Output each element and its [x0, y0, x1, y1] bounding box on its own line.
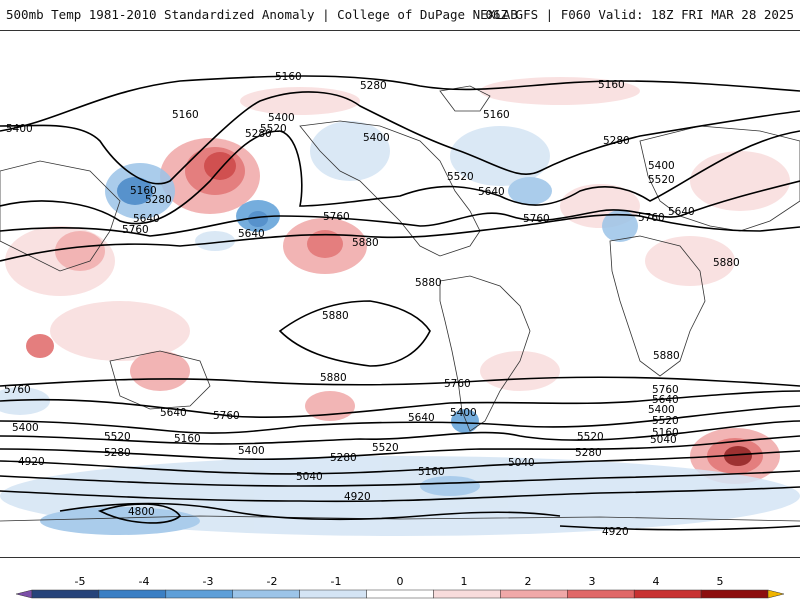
colorbar-segment [700, 589, 769, 599]
contour-label: 5880 [352, 237, 379, 249]
contour-label: 5640 [478, 186, 505, 198]
colorbar-segment [633, 589, 702, 599]
colorbar-tick-label: 5 [717, 575, 724, 588]
anomaly-map: 5160 5160 5160 5160 5160 5280 5280 5280 … [0, 71, 800, 538]
contour-label: 4800 [128, 506, 155, 518]
contour-label: 5160 [130, 185, 157, 197]
contour-label: 5880 [713, 257, 740, 269]
colorbar-segment [98, 589, 167, 599]
contour-label: 5160 [418, 466, 445, 478]
colorbar-segment [433, 589, 501, 599]
contour-label: 5760 [444, 378, 471, 390]
anomaly-colorbar: -5 -4 -3 -2 -1 0 1 2 3 4 5 [0, 566, 800, 600]
contour-label-group: 5160 5160 5160 5160 5160 5280 5280 5280 … [4, 71, 740, 538]
contour-label: 5040 [650, 434, 677, 446]
contour-label: 5520 [447, 171, 474, 183]
colorbar-tick-label: 2 [525, 575, 532, 588]
map-panel[interactable]: 5160 5160 5160 5160 5160 5280 5280 5280 … [0, 30, 800, 558]
colorbar-segment [500, 589, 568, 599]
colorbar-segment [299, 589, 367, 599]
contour-label: 4920 [602, 526, 629, 538]
header: 500mb Temp 1981-2010 Standardized Anomal… [0, 0, 800, 30]
contour-label: 5640 [160, 407, 187, 419]
contour-label: 5760 [122, 224, 149, 236]
contour-label: 5400 [12, 422, 39, 434]
colorbar-segment [567, 589, 635, 599]
contour-label: 5160 [598, 79, 625, 91]
contour-label: 5400 [363, 132, 390, 144]
contour-label: 5880 [653, 350, 680, 362]
contour-label: 5640 [408, 412, 435, 424]
contour-label: 5880 [322, 310, 349, 322]
colorbar-tick-label: -1 [331, 575, 342, 588]
contour-label: 5520 [577, 431, 604, 443]
colorbar-max-arrow [767, 589, 785, 599]
contour-label: 5160 [275, 71, 302, 83]
run-info: 06Z GFS | F060 Valid: 18Z FRI MAR 28 202… [485, 7, 794, 22]
contour-label: 4920 [344, 491, 371, 503]
map-title: 500mb Temp 1981-2010 Standardized Anomal… [6, 7, 518, 22]
contour-label: 5400 [6, 123, 33, 135]
colorbar-segment [232, 589, 300, 599]
contour-label: 5520 [648, 174, 675, 186]
contour-label: 5160 [174, 433, 201, 445]
contour-label: 5400 [648, 160, 675, 172]
contour-label: 5400 [238, 445, 265, 457]
colorbar-tick-label: -4 [139, 575, 150, 588]
contour-label: 5760 [323, 211, 350, 223]
contour-label: 5520 [260, 123, 287, 135]
contour-label: 5760 [523, 213, 550, 225]
colorbar-segment [366, 589, 434, 599]
colorbar-segment [31, 589, 100, 599]
contour-label: 5400 [648, 404, 675, 416]
contour-label: 4920 [18, 456, 45, 468]
colorbar-tick-label: 0 [397, 575, 404, 588]
colorbar-tick-label: -3 [203, 575, 214, 588]
contour-label: 5280 [145, 194, 172, 206]
contour-label: 5880 [415, 277, 442, 289]
contour-label: 5160 [483, 109, 510, 121]
contour-label: 5280 [104, 447, 131, 459]
warm-anomaly-shading [5, 77, 790, 484]
contour-label: 5880 [320, 372, 347, 384]
contour-label: 5520 [652, 415, 679, 427]
colorbar-segment [165, 589, 233, 599]
contour-label: 5040 [508, 457, 535, 469]
contour-label: 5760 [652, 384, 679, 396]
contour-label: 5520 [372, 442, 399, 454]
colorbar-tick-label: -5 [75, 575, 86, 588]
colorbar-graphic: -5 -4 -3 -2 -1 0 1 2 3 4 5 [15, 575, 785, 599]
contour-label: 5280 [245, 128, 272, 140]
contour-label: 5760 [638, 212, 665, 224]
contour-label: 5520 [104, 431, 131, 443]
height-contours [0, 75, 800, 531]
colorbar-tick-label: 3 [589, 575, 596, 588]
contour-label: 5280 [603, 135, 630, 147]
contour-label: 5040 [296, 471, 323, 483]
contour-label: 5280 [575, 447, 602, 459]
contour-label: 5640 [133, 213, 160, 225]
contour-label: 5160 [172, 109, 199, 121]
contour-label: 5640 [238, 228, 265, 240]
contour-label: 5280 [330, 452, 357, 464]
colorbar-tick-label: -2 [267, 575, 278, 588]
contour-label: 5160 [652, 427, 679, 439]
contour-label: 5280 [360, 80, 387, 92]
contour-label: 5760 [213, 410, 240, 422]
contour-label: 5640 [668, 206, 695, 218]
colorbar-tick-label: 1 [461, 575, 468, 588]
contour-label: 5400 [268, 112, 295, 124]
contour-label: 5760 [4, 384, 31, 396]
colorbar-min-arrow [15, 589, 33, 599]
contour-label: 5640 [652, 394, 679, 406]
colorbar-tick-label: 4 [653, 575, 660, 588]
contour-label: 5400 [450, 407, 477, 419]
